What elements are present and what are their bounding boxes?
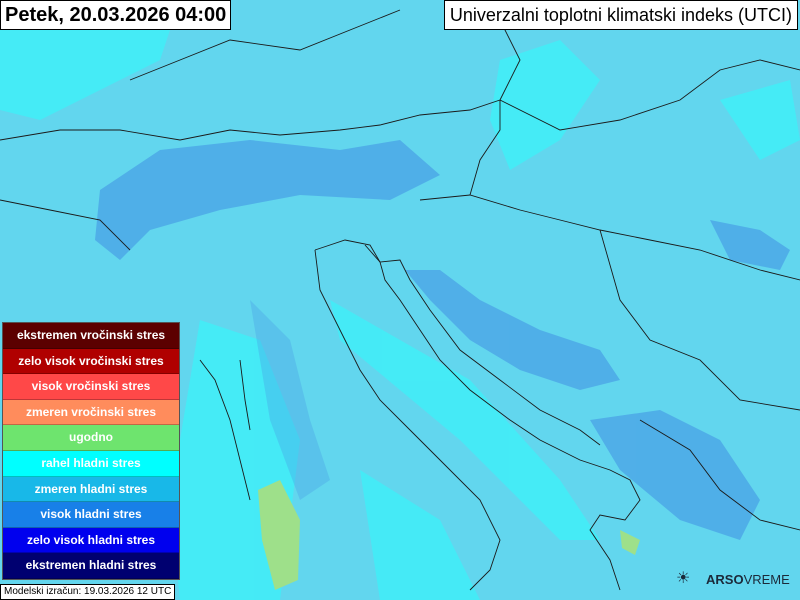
legend-item: visok vročinski stres — [3, 374, 179, 400]
legend-item: zelo visok vročinski stres — [3, 348, 179, 375]
map-title: Univerzalni toplotni klimatski indeks (U… — [443, 0, 798, 30]
forecast-date: Petek, 20.03.2026 04:00 — [0, 0, 232, 30]
legend-item: zelo visok hladni stres — [3, 527, 179, 554]
legend-item: ekstremen hladni stres — [3, 553, 179, 579]
legend-item: zmeren vročinski stres — [3, 399, 179, 426]
comfort-areas — [258, 480, 640, 590]
model-run-label: Modelski izračun: 19.03.2026 12 UTC — [0, 584, 176, 600]
blue-cold-areas — [95, 140, 790, 540]
legend-item: ekstremen vročinski stres — [3, 323, 179, 349]
arso-vreme-logo: ☀ ARSOVREME — [676, 570, 790, 587]
sun-icon: ☀ — [676, 570, 691, 587]
legend-item: zmeren hladni stres — [3, 476, 179, 503]
legend-item: visok hladni stres — [3, 502, 179, 528]
legend-item: ugodno — [3, 425, 179, 451]
legend: ekstremen vročinski stres zelo visok vro… — [2, 322, 180, 580]
legend-item: rahel hladni stres — [3, 450, 179, 477]
